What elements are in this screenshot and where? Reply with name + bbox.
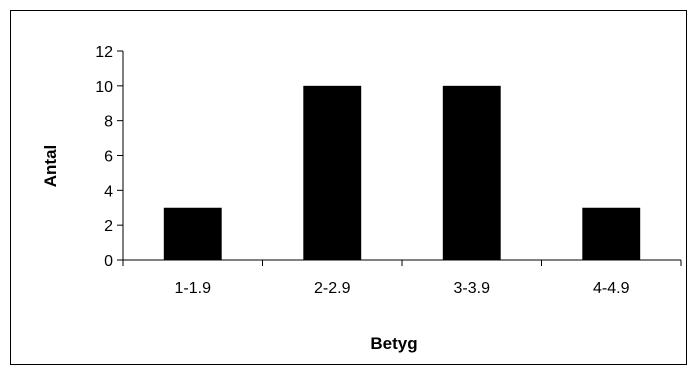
x-axis: 1-1.9 2-2.9 3-3.9 4-4.9 (122, 259, 682, 297)
y-axis-title: Antal (41, 145, 60, 188)
y-tick-label: 6 (104, 149, 113, 166)
x-tick-label: 4-4.9 (593, 280, 630, 297)
x-axis-title: Betyg (370, 334, 417, 353)
y-tick-label: 4 (104, 183, 113, 200)
bar-chart: 0 2 4 6 8 10 12 1-1.9 2-2.9 3-3.9 4-4.9 Antal Bet… (41, 44, 682, 353)
y-tick-label: 12 (95, 44, 113, 61)
y-tick-label: 8 (104, 114, 113, 131)
y-tick-label: 2 (104, 218, 113, 235)
bar-1-1.9 (163, 207, 222, 260)
y-tick-label: 0 (104, 253, 113, 270)
x-tick-label: 1-1.9 (175, 280, 212, 297)
y-tick-label: 10 (95, 79, 113, 96)
chart-area: 0 2 4 6 8 10 12 1-1.9 2-2.9 3-3.9 4-4.9 Antal Bet… (10, 10, 687, 365)
bars (163, 85, 641, 260)
x-tick-label: 2-2.9 (314, 280, 351, 297)
bar-2-2.9 (303, 85, 362, 260)
y-axis: 0 2 4 6 8 10 12 (95, 44, 124, 270)
bar-3-3.9 (442, 85, 501, 260)
x-tick-label: 3-3.9 (454, 280, 491, 297)
bar-4-4.9 (582, 207, 641, 260)
